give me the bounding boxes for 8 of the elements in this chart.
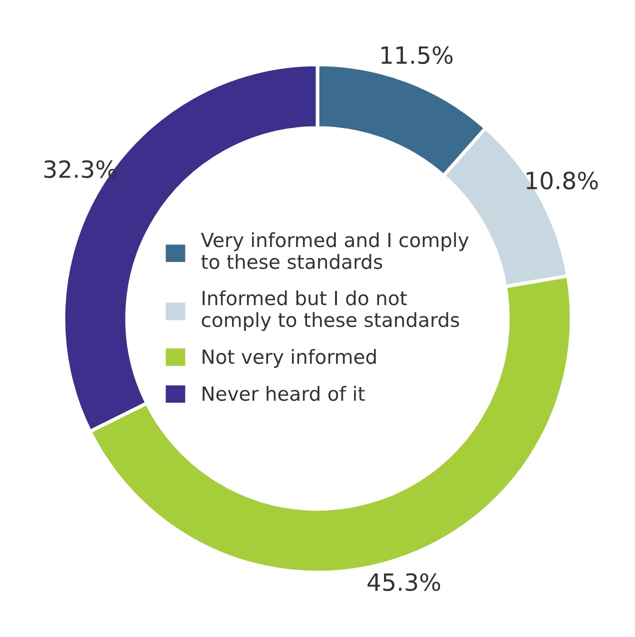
legend-label: Very informed and I comply to these standards [200,232,469,270]
data-label: 11.5% [381,46,453,64]
legend-label: Never heard of it [202,386,365,401]
legend-label: Not very informed [202,349,376,368]
data-label: 32.3% [44,160,116,178]
data-label: 45.3% [368,573,440,592]
legend-label: Informed but I do not comply to these standards [202,290,460,331]
data-label: 10.8% [526,172,598,190]
